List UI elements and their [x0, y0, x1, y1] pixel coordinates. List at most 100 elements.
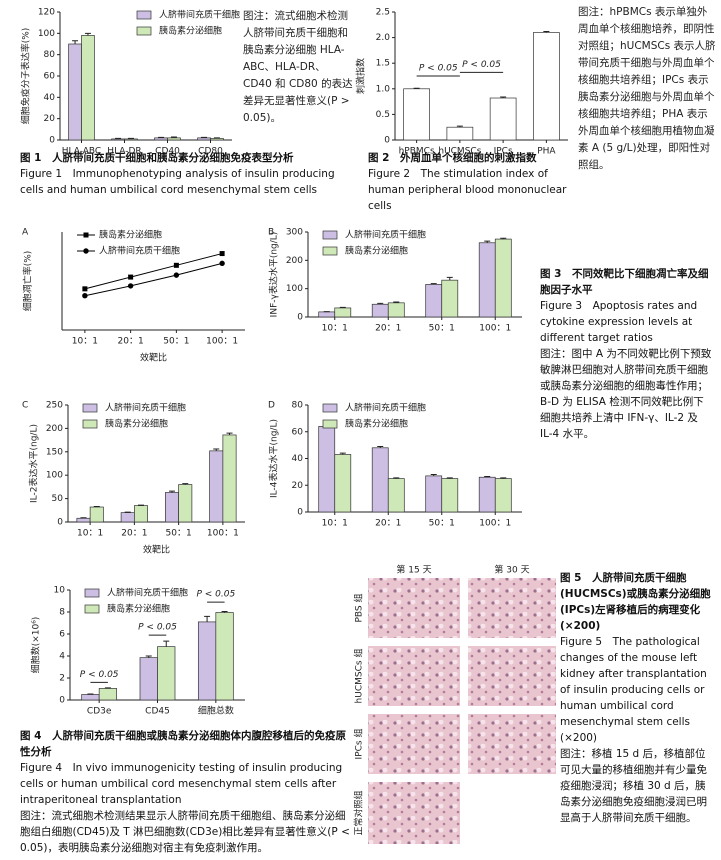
y-tick-label: 4: [59, 652, 65, 662]
y-axis-label: INF-γ表达水平(ng/L): [268, 232, 280, 318]
point: [219, 251, 225, 257]
bar: [387, 478, 405, 513]
bar: [334, 307, 352, 318]
error-bar: [115, 137, 122, 139]
panel-label: C: [22, 401, 28, 411]
legend-marker: [83, 232, 89, 238]
y-tick-label: 100: [46, 471, 63, 481]
bar: [371, 447, 389, 513]
bar: [533, 32, 560, 141]
y-axis-label: 细胞免疫分子表达率(%): [20, 28, 32, 125]
legend-label: 胰岛素分泌细胞: [105, 418, 168, 430]
significance-label: P < 0.05: [462, 60, 501, 70]
y-tick-label: 20: [292, 481, 304, 491]
legend-label: 胰岛素分泌细胞: [159, 25, 222, 37]
point: [127, 283, 134, 289]
caption-en: Figure 5 The pathological changes of the…: [560, 636, 707, 744]
bar: [98, 688, 118, 701]
y-tick-label: 50: [52, 494, 64, 504]
x-tick-label: 50：1: [163, 337, 189, 347]
bar: [134, 505, 148, 523]
point: [219, 260, 225, 267]
x-tick-label: 20：1: [121, 529, 147, 539]
error-bar: [226, 432, 233, 435]
legend-swatch: [322, 246, 338, 256]
y-tick-label: 200: [286, 256, 303, 266]
y-tick-label: 6: [59, 630, 65, 640]
error-bar: [158, 136, 165, 138]
caption-cn: 图 1 人脐带间充质干细胞和胰岛素分泌细胞免疫表型分析: [20, 152, 294, 164]
x-tick-label: 50：1: [166, 529, 192, 539]
point: [173, 272, 180, 278]
y-tick-label: 0.5: [376, 110, 390, 120]
error-bar: [500, 237, 507, 240]
bar: [403, 88, 430, 141]
x-tick-label: 20：1: [375, 324, 401, 334]
legend-swatch: [82, 419, 98, 429]
bar: [68, 43, 82, 141]
legend-swatch: [136, 10, 152, 20]
histology-image: [368, 782, 460, 844]
caption: 图 4 人脐带间充质干细胞或胰岛素分泌细胞体内腹腔移植后的免疫原性分析 Figur…: [20, 728, 355, 856]
bar: [111, 138, 125, 141]
bar: [89, 506, 104, 523]
error-bar: [204, 615, 211, 622]
y-tick-label: 80: [44, 50, 56, 60]
error-bar: [339, 306, 346, 308]
y-tick-label: 1.5: [376, 59, 390, 69]
bar: [494, 478, 512, 513]
point: [82, 286, 88, 292]
error-bar: [127, 137, 134, 139]
histology-image: [368, 646, 460, 706]
error-bar: [201, 136, 208, 138]
caption-en: Figure 4 In vivo immunogenicity testing …: [20, 762, 343, 806]
histology-image: [368, 714, 460, 774]
caption-cn: 图 4 人脐带间充质干细胞或胰岛素分泌细胞体内腹腔移植后的免疫原性分析: [20, 730, 346, 758]
y-tick-label: 0: [297, 313, 303, 323]
caption: 图 2 外周血单个核细胞的刺激指数 Figure 2 The stimulatio…: [368, 150, 573, 214]
bar: [478, 476, 496, 513]
y-tick-label: 120: [38, 8, 55, 18]
x-tick-label: CD3e: [87, 707, 112, 717]
error-bar: [145, 655, 152, 658]
x-tick-label: 50：1: [429, 324, 455, 334]
bar: [222, 434, 237, 523]
x-tick-label: hUCMSCs: [438, 147, 481, 157]
bar: [165, 492, 179, 523]
error-bar: [84, 32, 91, 36]
bar: [334, 454, 352, 513]
y-tick-label: 2.5: [376, 8, 390, 18]
error-bar: [393, 301, 400, 303]
y-axis-label: 细胞数(×10⁶): [30, 617, 42, 674]
bar: [178, 484, 193, 523]
legend-label: 人脐带间充质干细胞: [105, 402, 186, 414]
y-tick-label: 200: [46, 424, 63, 434]
bar: [318, 426, 336, 513]
bar: [124, 138, 138, 141]
x-tick-label: 20：1: [375, 519, 401, 529]
histology-image: [368, 578, 460, 638]
significance-label: P < 0.05: [196, 590, 235, 600]
histology-image: [468, 646, 556, 706]
point: [173, 262, 179, 268]
legend-label: 胰岛素分泌细胞: [107, 603, 170, 615]
y-axis-label: 细胞凋亡率(%): [22, 251, 34, 312]
bar: [210, 138, 224, 141]
figure-note: 图注：移植 15 d 后，移植部位可见大量的移植细胞并有少量免疫细胞浸润；移植 …: [560, 748, 707, 824]
line: [84, 262, 223, 297]
legend-label: 人脐带间充质干细胞: [107, 587, 188, 599]
legend-swatch: [322, 230, 338, 240]
column-label: 第 15 天: [396, 564, 431, 576]
caption-cn: 图 2 外周血单个核细胞的刺激指数: [368, 152, 537, 164]
bar: [446, 126, 474, 141]
significance-label: P < 0.05: [138, 623, 177, 633]
x-axis-label: 效靶比: [143, 544, 170, 556]
row-label: 正常对照组: [353, 790, 365, 835]
column-label: 第 30 天: [494, 564, 529, 576]
y-tick-label: 40: [292, 454, 304, 464]
x-tick-label: CD40: [155, 147, 180, 157]
figure-note: 图注：图中 A 为不同效靶比例下预致敏脾淋巴细胞对人脐带间充质干细胞或胰岛素分泌…: [540, 348, 712, 440]
y-axis-label: IL-4表达水平(ng/L): [268, 419, 280, 498]
legend-label: 胰岛素分泌细胞: [99, 229, 162, 241]
